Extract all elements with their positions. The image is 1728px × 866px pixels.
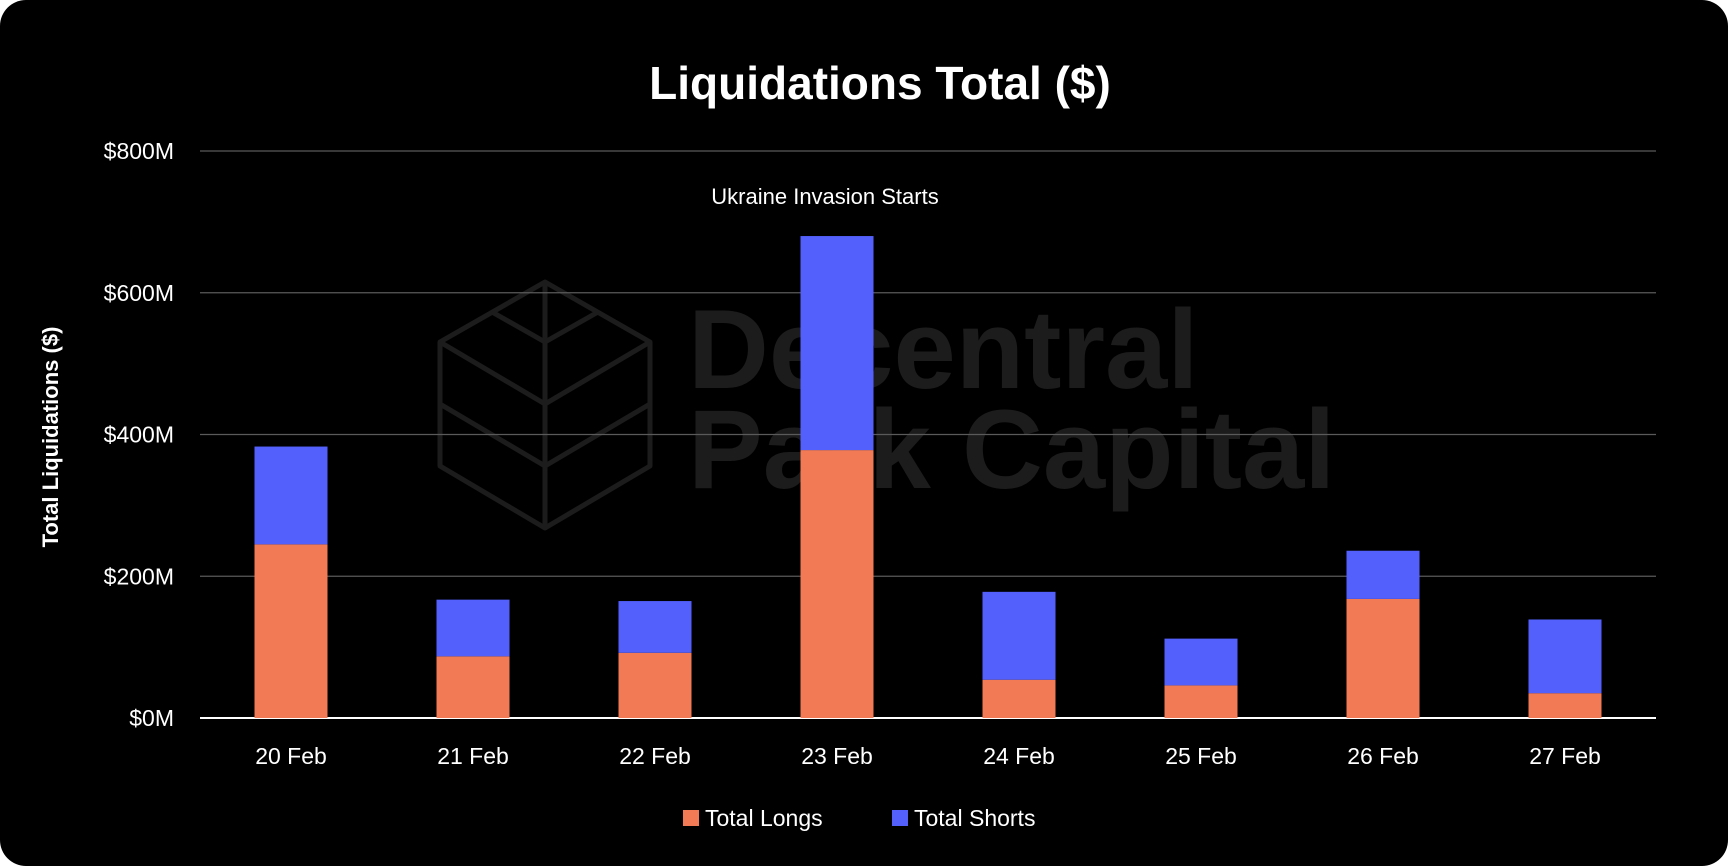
legend-label-longs: Total Longs: [705, 805, 823, 831]
bar-longs: [618, 652, 692, 718]
bars: [254, 236, 1602, 718]
y-axis-ticks: $0M $200M $400M $600M $800M: [104, 138, 174, 731]
watermark: Decentral Park Capital: [437, 279, 1335, 531]
x-axis-ticks: 20 Feb 21 Feb 22 Feb 23 Feb 24 Feb 25 Feb 26 F…: [255, 743, 1601, 769]
bar-shorts: [254, 446, 328, 545]
x-tick-label: 26 Feb: [1347, 743, 1419, 769]
bar-shorts: [982, 591, 1056, 680]
bar-shorts: [436, 599, 510, 657]
bar-longs: [436, 656, 510, 718]
x-tick-label: 23 Feb: [801, 743, 873, 769]
y-tick-label: $800M: [104, 138, 174, 164]
legend: Total Longs Total Shorts: [683, 805, 1035, 831]
x-tick-label: 20 Feb: [255, 743, 327, 769]
x-tick-label: 27 Feb: [1529, 743, 1601, 769]
y-axis-label: Total Liquidations ($): [38, 327, 63, 548]
legend-swatch-shorts: [892, 810, 908, 826]
y-tick-label: $400M: [104, 422, 174, 448]
y-tick-label: $600M: [104, 280, 174, 306]
chart-title: Liquidations Total ($): [649, 57, 1111, 109]
x-tick-label: 22 Feb: [619, 743, 691, 769]
bar-shorts: [618, 601, 692, 653]
bar-shorts: [1164, 638, 1238, 686]
watermark-line1: Decentral: [688, 287, 1198, 412]
bar-longs: [1164, 685, 1238, 718]
x-tick-label: 24 Feb: [983, 743, 1055, 769]
watermark-line2: Park Capital: [688, 387, 1335, 512]
bar-shorts: [800, 236, 874, 451]
legend-label-shorts: Total Shorts: [914, 805, 1035, 831]
y-tick-label: $0M: [129, 705, 174, 731]
x-tick-label: 25 Feb: [1165, 743, 1237, 769]
annotation-label: Ukraine Invasion Starts: [711, 184, 938, 209]
bar-longs: [254, 544, 328, 718]
y-tick-label: $200M: [104, 563, 174, 589]
bar-shorts: [1346, 550, 1420, 599]
bar-longs: [982, 679, 1056, 718]
legend-swatch-longs: [683, 810, 699, 826]
bar-longs: [1346, 598, 1420, 718]
bar-longs: [1528, 693, 1602, 718]
x-tick-label: 21 Feb: [437, 743, 509, 769]
annotations: Ukraine Invasion Starts: [711, 184, 938, 209]
decentral-park-capital-logo-icon: [437, 279, 653, 531]
gridlines: [200, 150, 1656, 719]
bar-longs: [800, 450, 874, 718]
bar-shorts: [1528, 619, 1602, 694]
